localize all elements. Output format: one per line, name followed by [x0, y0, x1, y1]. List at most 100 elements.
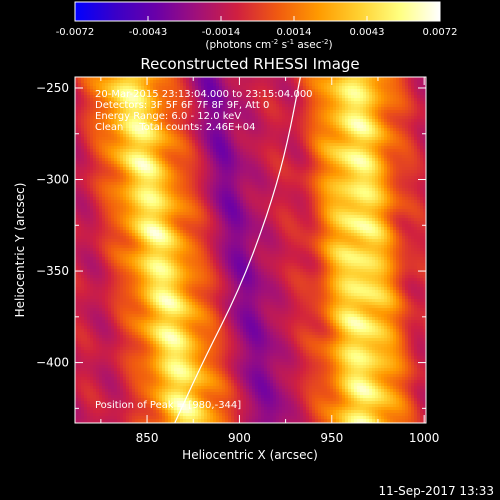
heatmap-cell	[396, 86, 400, 90]
heatmap-cell	[183, 161, 187, 165]
heatmap-cell	[414, 110, 418, 114]
heatmap-cell	[342, 176, 346, 180]
heatmap-cell	[132, 107, 136, 111]
heatmap-cell	[129, 110, 133, 114]
heatmap-cell	[138, 104, 142, 108]
heatmap-cell	[252, 86, 256, 90]
heatmap-cell	[369, 143, 373, 147]
heatmap-cell	[360, 77, 364, 81]
heatmap-cell	[168, 146, 172, 150]
heatmap-cell	[156, 98, 160, 102]
heatmap-cell	[261, 137, 265, 141]
heatmap-cell	[420, 113, 424, 117]
heatmap-cell	[294, 161, 298, 165]
heatmap-cell	[309, 179, 313, 183]
heatmap-cell	[411, 146, 415, 150]
heatmap-cell	[267, 134, 271, 138]
heatmap-cell	[333, 101, 337, 105]
heatmap-cell	[177, 146, 181, 150]
heatmap-cell	[189, 152, 193, 156]
heatmap-cell	[207, 200, 211, 204]
heatmap-cell	[357, 167, 361, 171]
heatmap-cell	[360, 161, 364, 165]
heatmap-cell	[78, 122, 82, 126]
heatmap-cell	[369, 113, 373, 117]
heatmap-cell	[372, 173, 376, 177]
heatmap-cell	[135, 107, 139, 111]
heatmap-cell	[276, 158, 280, 162]
heatmap-cell	[309, 173, 313, 177]
heatmap-cell	[249, 116, 253, 120]
heatmap-cell	[381, 200, 385, 204]
heatmap-cell	[363, 128, 367, 132]
heatmap-cell	[255, 194, 259, 198]
heatmap-cell	[75, 194, 79, 198]
heatmap-cell	[375, 95, 379, 99]
heatmap-cell	[93, 176, 97, 180]
heatmap-cell	[399, 164, 403, 168]
heatmap-cell	[252, 131, 256, 135]
heatmap-cell	[228, 167, 232, 171]
heatmap-cell	[333, 188, 337, 192]
heatmap-cell	[276, 80, 280, 84]
heatmap-cell	[219, 203, 223, 207]
heatmap-cell	[108, 158, 112, 162]
heatmap-cell	[201, 113, 205, 117]
heatmap-cell	[207, 98, 211, 102]
heatmap-cell	[108, 137, 112, 141]
heatmap-cell	[105, 185, 109, 189]
heatmap-cell	[249, 128, 253, 132]
heatmap-cell	[171, 134, 175, 138]
heatmap-cell	[177, 149, 181, 153]
heatmap-cell	[240, 95, 244, 99]
heatmap-cell	[216, 143, 220, 147]
heatmap-cell	[198, 194, 202, 198]
heatmap-cell	[267, 161, 271, 165]
heatmap-cell	[366, 86, 370, 90]
heatmap-cell	[201, 80, 205, 84]
heatmap-cell	[84, 158, 88, 162]
heatmap-cell	[99, 110, 103, 114]
heatmap-cell	[306, 77, 310, 81]
heatmap-cell	[261, 89, 265, 93]
heatmap-cell	[96, 101, 100, 105]
heatmap-cell	[204, 110, 208, 114]
heatmap-cell	[120, 143, 124, 147]
heatmap-cell	[228, 146, 232, 150]
heatmap-cell	[300, 86, 304, 90]
heatmap-cell	[165, 104, 169, 108]
heatmap-cell	[141, 83, 145, 87]
heatmap-cell	[228, 134, 232, 138]
heatmap-cell	[387, 77, 391, 81]
heatmap-cell	[291, 128, 295, 132]
heatmap-cell	[411, 191, 415, 195]
heatmap-cell	[267, 158, 271, 162]
heatmap-cell	[273, 86, 277, 90]
heatmap-cell	[375, 185, 379, 189]
heatmap-cell	[294, 188, 298, 192]
heatmap-cell	[153, 152, 157, 156]
heatmap-cell	[135, 179, 139, 183]
heatmap-cell	[87, 197, 91, 201]
heatmap-cell	[240, 122, 244, 126]
heatmap-cell	[132, 200, 136, 204]
heatmap-cell	[201, 185, 205, 189]
heatmap-cell	[354, 77, 358, 81]
heatmap-cell	[264, 140, 268, 144]
heatmap-cell	[402, 77, 406, 81]
heatmap-cell	[117, 137, 121, 141]
heatmap-cell	[300, 125, 304, 129]
heatmap-cell	[360, 83, 364, 87]
heatmap-cell	[336, 128, 340, 132]
heatmap-cell	[390, 173, 394, 177]
heatmap-cell	[396, 107, 400, 111]
heatmap-cell	[300, 185, 304, 189]
heatmap-cell	[84, 197, 88, 201]
heatmap-cell	[372, 176, 376, 180]
heatmap-cell	[375, 182, 379, 186]
heatmap-cell	[120, 95, 124, 99]
heatmap-cell	[168, 83, 172, 87]
heatmap-cell	[90, 137, 94, 141]
heatmap-cell	[348, 104, 352, 108]
heatmap-cell	[117, 122, 121, 126]
